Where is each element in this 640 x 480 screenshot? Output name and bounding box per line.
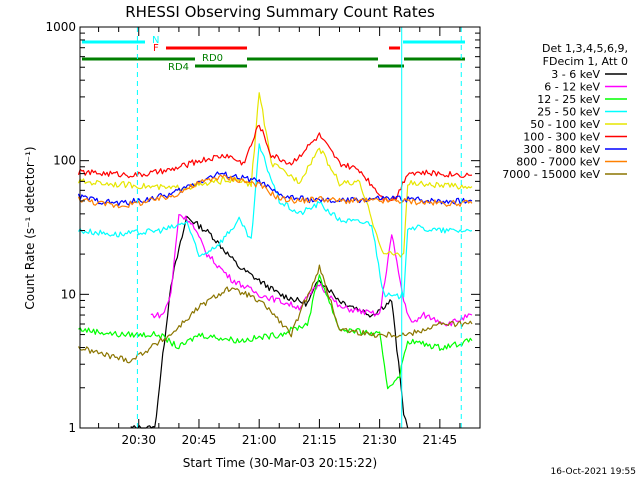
legend-label: 50 - 100 keV [530,118,600,131]
legend-label: 100 - 300 keV [523,131,600,144]
series-line-50-100-keV [77,92,473,258]
attenuator-guides [79,27,462,428]
series-lines [77,92,473,429]
series-line-6-12-keV [150,214,473,327]
legend-label: 12 - 25 keV [537,93,600,106]
legend: Det 1,3,4,5,6,9, FDecim 1, Att 0 3 - 6 k… [502,42,628,181]
rd0-annotation: RD0 [202,53,223,64]
legend-label: 300 - 800 keV [523,143,600,156]
y-tick-label: 1 [68,421,76,435]
legend-label: 7000 - 15000 keV [502,168,600,181]
legend-header-line-2: FDecim 1, Att 0 [543,55,628,68]
axes: 1 10 100 1000 20:30 20:45 21:00 21:15 21:30 21:45 [45,20,481,447]
x-tick-label: 21:15 [302,433,337,447]
x-tick-label: 20:30 [121,433,156,447]
footer-timestamp: 16-Oct-2021 19:55 [551,467,636,477]
series-line-7000-15000-keV [77,264,473,364]
legend-label: 25 - 50 keV [537,106,600,119]
legend-header-line-1: Det 1,3,4,5,6,9, [542,42,628,55]
x-tick-label: 21:00 [242,433,277,447]
rd4-annotation: RD4 [168,62,189,73]
observing-status-bars: N F RD0 RD4 [82,35,465,73]
x-axis-label: Start Time (30-Mar-03 20:15:22) [183,456,377,470]
night-annotation: N [152,35,159,46]
y-tick-label: 100 [53,154,76,168]
series-line-100-300-keV [77,124,473,203]
series-line-12-25-keV [78,274,473,390]
y-tick-label: 1000 [45,20,76,34]
series-line-800-7000-keV [77,174,473,209]
x-tick-label: 21:30 [362,433,397,447]
legend-label: 6 - 12 keV [544,81,600,94]
chart-title: RHESSI Observing Summary Count Rates [125,3,435,21]
x-tick-label: 20:45 [182,433,217,447]
flare-annotation: F [153,43,159,54]
series-line-3-6-keV [130,215,409,429]
y-axis-label: Count Rate (s⁻¹ detector⁻¹) [23,146,37,309]
x-tick-label: 21:45 [423,433,458,447]
plot-frame [79,26,481,429]
legend-label: 3 - 6 keV [551,68,600,81]
y-tick-label: 10 [61,287,76,301]
legend-label: 800 - 7000 keV [516,156,600,169]
series-line-25-50-keV [77,143,473,300]
